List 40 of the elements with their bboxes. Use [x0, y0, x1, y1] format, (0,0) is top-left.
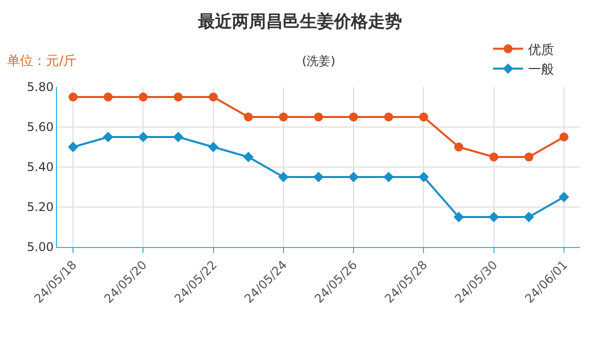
legend-label: 优质 — [528, 42, 554, 58]
point — [349, 112, 358, 122]
point — [419, 112, 428, 122]
point — [524, 152, 534, 162]
point — [173, 132, 184, 142]
point — [454, 142, 464, 152]
point — [313, 172, 324, 182]
point — [102, 132, 114, 142]
point — [559, 132, 568, 142]
point — [384, 112, 394, 122]
chart-subtitle: (洗姜) — [302, 54, 336, 68]
point — [68, 142, 78, 152]
point — [244, 112, 253, 122]
point — [278, 112, 288, 122]
y-axis-title: 单位：元/斤 — [7, 54, 76, 69]
point — [278, 172, 289, 182]
point — [348, 172, 359, 182]
point — [243, 152, 254, 162]
y-tick-label: 5.40 — [26, 160, 54, 174]
point — [314, 112, 323, 122]
point — [138, 132, 148, 142]
chart-title: 最近两周昌邑生姜价格走势 — [197, 11, 402, 32]
y-tick-label: 5.00 — [26, 240, 54, 254]
point — [208, 142, 219, 152]
legend-label: 一般 — [528, 62, 554, 78]
point — [488, 212, 500, 222]
point — [524, 212, 534, 222]
point — [383, 172, 394, 182]
y-tick-label: 5.20 — [26, 200, 54, 214]
point — [138, 92, 148, 102]
point — [454, 212, 464, 222]
point — [68, 92, 78, 102]
point — [208, 92, 218, 102]
point — [418, 172, 429, 182]
point — [558, 192, 570, 202]
point — [104, 92, 113, 102]
point — [174, 92, 183, 102]
point — [489, 152, 498, 162]
y-tick-label: 5.80 — [26, 80, 54, 94]
y-tick-label: 5.60 — [26, 120, 54, 134]
